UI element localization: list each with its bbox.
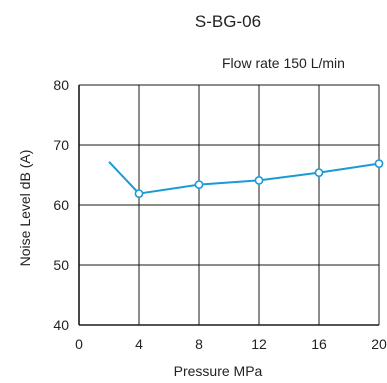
y-tick-label-60: 60 bbox=[53, 197, 69, 213]
x-tick-label-0: 0 bbox=[75, 336, 83, 352]
x-tick-label-20: 20 bbox=[371, 336, 387, 352]
y-axis-label: Noise Level dB (A) bbox=[17, 150, 33, 267]
y-tick-label-50: 50 bbox=[53, 257, 69, 273]
x-tick-label-4: 4 bbox=[135, 336, 143, 352]
x-tick-label-8: 8 bbox=[195, 336, 203, 352]
axis-layer bbox=[78, 85, 379, 326]
series-layer bbox=[108, 159, 384, 198]
x-tick-label-12: 12 bbox=[251, 336, 267, 352]
data-point-0-4 bbox=[314, 168, 324, 177]
grid-layer bbox=[79, 84, 380, 325]
y-tick-label-40: 40 bbox=[53, 317, 69, 333]
y-tick-label-80: 80 bbox=[53, 77, 69, 93]
x-tick-label-16: 16 bbox=[311, 336, 327, 352]
flow-rate-annotation: Flow rate 150 L/min bbox=[222, 55, 345, 71]
data-point-0-3 bbox=[254, 175, 264, 185]
x-axis-label: Pressure MPa bbox=[174, 363, 263, 379]
y-tick-label-70: 70 bbox=[53, 137, 69, 153]
series-line-0 bbox=[108, 161, 380, 195]
data-point-0-2 bbox=[194, 180, 204, 189]
tick-labels: 0 4 8 12 16 20 40 50 60 70 80 bbox=[53, 77, 387, 352]
data-point-0-1 bbox=[134, 189, 144, 198]
chart-title: S-BG-06 bbox=[195, 12, 261, 31]
data-point-0-5 bbox=[374, 159, 384, 168]
